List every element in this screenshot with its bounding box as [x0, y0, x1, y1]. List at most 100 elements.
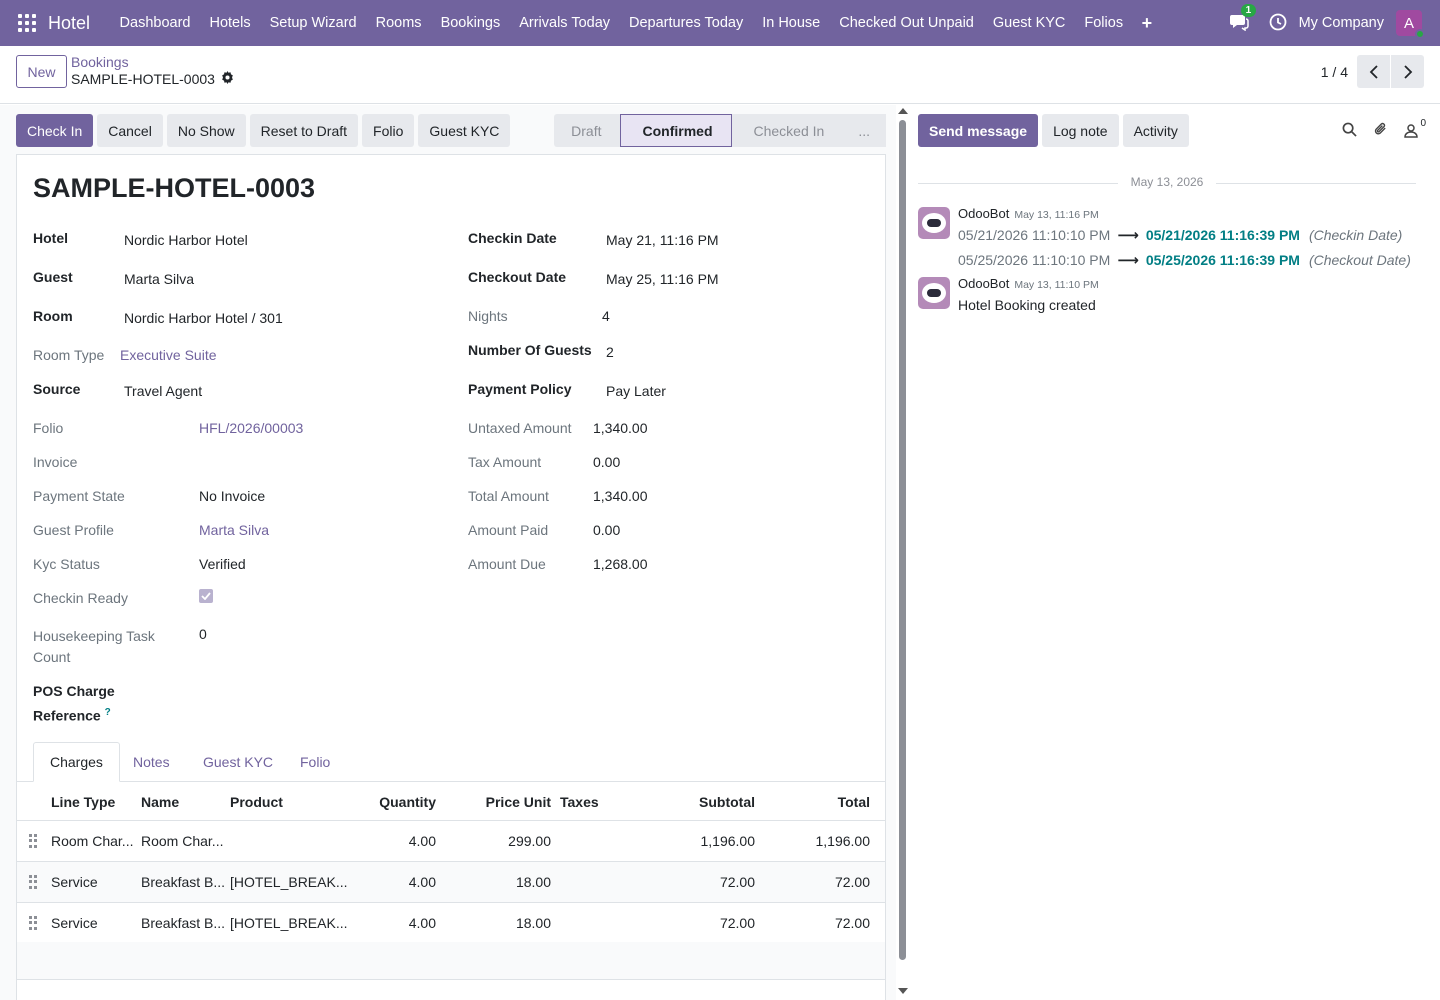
author-name[interactable]: OdooBot: [958, 206, 1010, 221]
guest-value[interactable]: Marta Silva: [124, 271, 195, 287]
tab-folio[interactable]: Folio: [300, 754, 331, 770]
menu-rooms[interactable]: Rooms: [375, 15, 422, 31]
menu-hotels[interactable]: Hotels: [209, 15, 251, 31]
avatar-letter: A: [1403, 14, 1414, 32]
table-row[interactable]: Room Char... Room Char... 4.00 299.00 1,…: [17, 821, 885, 862]
cell-product[interactable]: [HOTEL_BREAK...: [230, 874, 348, 890]
pager-next-button[interactable]: [1391, 55, 1424, 88]
menu-departures-today[interactable]: Departures Today: [629, 15, 744, 31]
message-body: Hotel Booking created: [958, 297, 1096, 313]
col-quantity[interactable]: Quantity: [379, 794, 436, 810]
odoobot-avatar[interactable]: [918, 207, 950, 239]
messaging-icon[interactable]: 1: [1229, 4, 1257, 33]
col-taxes[interactable]: Taxes: [560, 794, 599, 810]
app-brand[interactable]: Hotel: [48, 12, 91, 33]
followers-user-icon[interactable]: 0: [1404, 118, 1426, 138]
checkout-date-value[interactable]: May 25, 11:16 PM: [606, 271, 719, 287]
cell-quantity[interactable]: 4.00: [408, 874, 436, 890]
user-avatar[interactable]: A: [1396, 10, 1425, 39]
guest-kyc-button[interactable]: Guest KYC: [418, 114, 511, 147]
menu-checked-out-unpaid[interactable]: Checked Out Unpaid: [839, 15, 974, 31]
col-price-unit[interactable]: Price Unit: [485, 794, 551, 810]
apps-menu-icon[interactable]: [18, 14, 36, 32]
cell-line-type[interactable]: Room Char...: [51, 833, 134, 849]
no-show-button[interactable]: No Show: [166, 114, 246, 147]
number-of-guests-value[interactable]: 2: [606, 344, 614, 360]
col-subtotal[interactable]: Subtotal: [699, 794, 755, 810]
cancel-button[interactable]: Cancel: [97, 114, 163, 147]
tab-charges[interactable]: Charges: [33, 742, 120, 782]
menu-folios[interactable]: Folios: [1084, 15, 1124, 31]
menu-arrivals-today[interactable]: Arrivals Today: [519, 15, 611, 31]
arrow-right-icon: ⟶: [1117, 252, 1139, 269]
odoobot-avatar[interactable]: [918, 277, 950, 309]
cell-product[interactable]: [HOTEL_BREAK...: [230, 915, 348, 931]
col-total[interactable]: Total: [837, 794, 870, 810]
log-note-button[interactable]: Log note: [1042, 114, 1119, 147]
check-in-button[interactable]: Check In: [16, 114, 94, 147]
stage-confirmed[interactable]: Confirmed: [619, 114, 732, 147]
form-scrollbar[interactable]: [897, 105, 909, 1000]
menu-in-house[interactable]: In House: [762, 15, 821, 31]
guest-profile-link[interactable]: Marta Silva: [199, 522, 270, 538]
scroll-down-arrow-icon[interactable]: [898, 988, 908, 994]
stage-more[interactable]: ...: [842, 114, 886, 147]
col-line-type[interactable]: Line Type: [51, 794, 116, 810]
menu-bookings[interactable]: Bookings: [440, 15, 501, 31]
stage-checked-in[interactable]: Checked In: [731, 114, 843, 147]
col-product[interactable]: Product: [230, 794, 283, 810]
folio-button[interactable]: Folio: [362, 114, 415, 147]
menu-dashboard[interactable]: Dashboard: [119, 15, 191, 31]
cell-quantity[interactable]: 4.00: [408, 915, 436, 931]
col-name[interactable]: Name: [141, 794, 180, 810]
drag-handle-icon[interactable]: [29, 875, 37, 889]
tab-notes[interactable]: Notes: [133, 754, 170, 770]
cell-name[interactable]: Breakfast B...: [141, 874, 226, 890]
gear-icon[interactable]: [221, 71, 234, 87]
author-name[interactable]: OdooBot: [958, 276, 1010, 291]
pager-value[interactable]: 1 / 4: [1320, 63, 1348, 80]
menu-guest-kyc[interactable]: Guest KYC: [992, 15, 1066, 31]
table-row[interactable]: Service Breakfast B... [HOTEL_BREAK... 4…: [17, 862, 885, 903]
table-row[interactable]: Service Breakfast B... [HOTEL_BREAK... 4…: [17, 903, 885, 944]
new-button[interactable]: New: [16, 55, 67, 88]
scrollbar-thumb[interactable]: [899, 120, 906, 960]
cell-price-unit[interactable]: 18.00: [515, 915, 551, 931]
search-icon[interactable]: [1342, 122, 1357, 140]
add-menu-plus-icon[interactable]: +: [1141, 12, 1153, 33]
tax-amount-value: 0.00: [593, 454, 621, 470]
pos-label-line2: Reference: [33, 707, 101, 724]
cell-line-type[interactable]: Service: [51, 874, 98, 890]
breadcrumb-bookings-link[interactable]: Bookings: [71, 54, 129, 70]
tracking-old-value: 05/21/2026 11:10:10 PM: [958, 227, 1111, 243]
folio-link[interactable]: HFL/2026/00003: [199, 420, 304, 436]
checkin-date-value[interactable]: May 21, 11:16 PM: [606, 232, 719, 248]
cell-price-unit[interactable]: 299.00: [508, 833, 551, 849]
paperclip-icon[interactable]: [1373, 121, 1388, 140]
send-message-button[interactable]: Send message: [918, 114, 1039, 147]
drag-handle-icon[interactable]: [29, 916, 37, 930]
stage-draft[interactable]: Draft: [554, 114, 620, 147]
cell-name[interactable]: Room Char...: [141, 833, 224, 849]
room-type-link[interactable]: Executive Suite: [120, 347, 217, 363]
source-value[interactable]: Travel Agent: [124, 383, 203, 399]
activity-button[interactable]: Activity: [1122, 114, 1189, 147]
tab-guest-kyc[interactable]: Guest KYC: [203, 754, 274, 770]
menu-setup-wizard[interactable]: Setup Wizard: [269, 15, 357, 31]
cell-price-unit[interactable]: 18.00: [515, 874, 551, 890]
room-value[interactable]: Nordic Harbor Hotel / 301: [124, 310, 283, 326]
cell-quantity[interactable]: 4.00: [408, 833, 436, 849]
reset-to-draft-button[interactable]: Reset to Draft: [249, 114, 359, 147]
payment-policy-label: Payment Policy: [468, 381, 572, 397]
drag-handle-icon[interactable]: [29, 834, 37, 848]
payment-policy-value[interactable]: Pay Later: [606, 383, 666, 399]
cell-line-type[interactable]: Service: [51, 915, 98, 931]
cell-name[interactable]: Breakfast B...: [141, 915, 226, 931]
hotel-value[interactable]: Nordic Harbor Hotel: [124, 232, 248, 248]
pager-previous-button[interactable]: [1357, 55, 1390, 88]
activity-clock-icon[interactable]: [1269, 13, 1287, 34]
housekeeping-label-line2: Count: [33, 649, 71, 665]
company-switcher[interactable]: My Company: [1298, 15, 1384, 31]
help-tooltip-icon[interactable]: ?: [104, 707, 111, 718]
scroll-up-arrow-icon[interactable]: [898, 108, 908, 114]
